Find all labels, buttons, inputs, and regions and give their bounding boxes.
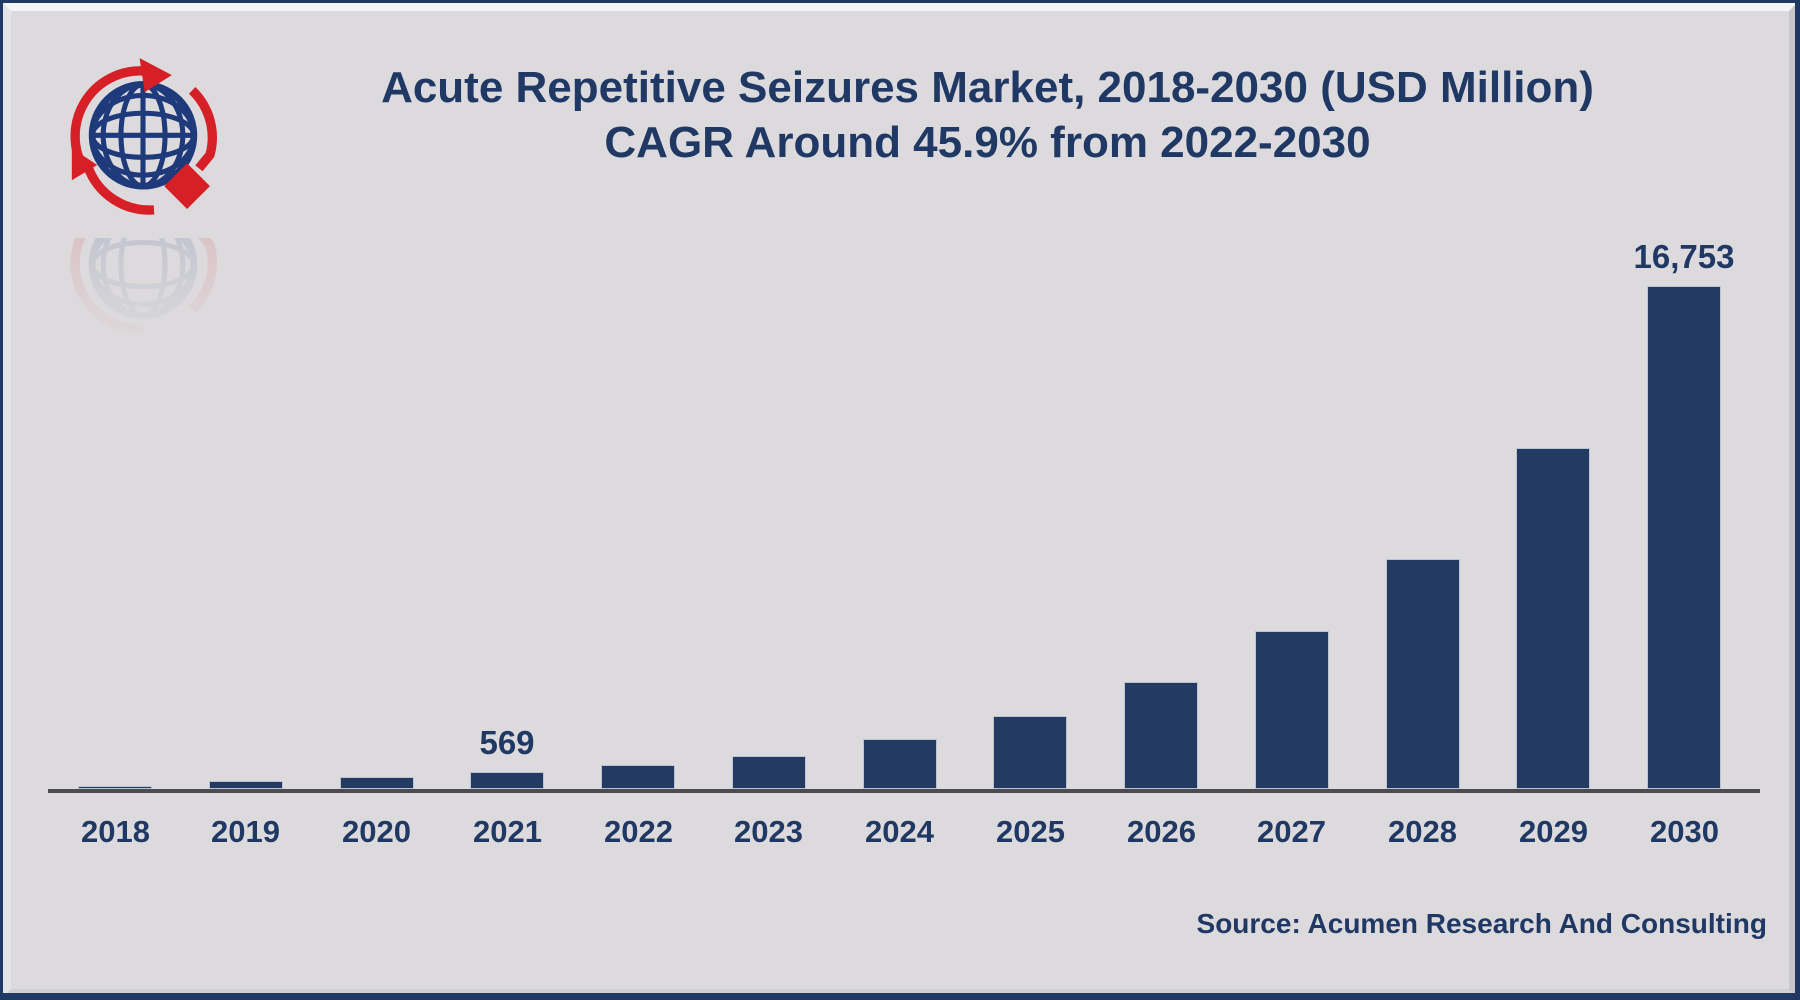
bar-2022 <box>601 765 675 789</box>
source-note: Source: Acumen Research And Consulting <box>1196 908 1767 939</box>
bar-2029 <box>1516 448 1590 789</box>
logo-reflection <box>58 238 228 358</box>
x-tick-2019: 2019 <box>211 814 280 849</box>
x-tick-2025: 2025 <box>996 814 1065 849</box>
logo-arrowheads <box>71 58 172 181</box>
chart-title-line1: Acute Repetitive Seizures Market, 2018-2… <box>381 63 1594 112</box>
x-tick-2023: 2023 <box>734 814 803 849</box>
x-tick-2020: 2020 <box>342 814 411 849</box>
bar-2020 <box>340 777 414 789</box>
x-tick-2027: 2027 <box>1257 814 1326 849</box>
x-tick-2021: 2021 <box>473 814 542 849</box>
value-label-2021: 569 <box>479 724 535 761</box>
bar-2028 <box>1386 559 1460 789</box>
bar-2019 <box>209 781 283 789</box>
chart-title: Acute Repetitive Seizures Market, 2018-2… <box>245 60 1730 171</box>
value-label-2030: 16,753 <box>1633 238 1735 275</box>
bar-2021 <box>470 772 544 789</box>
chart-title-line2: CAGR Around 45.9% from 2022-2030 <box>604 118 1371 168</box>
acumen-globe-logo <box>58 48 228 226</box>
x-tick-2024: 2024 <box>865 814 934 849</box>
x-axis-line <box>48 789 1760 793</box>
x-tick-2022: 2022 <box>604 814 673 849</box>
bar-2024 <box>863 739 937 789</box>
x-tick-2026: 2026 <box>1127 814 1196 849</box>
bar-2025 <box>993 716 1067 789</box>
bar-2026 <box>1124 682 1198 789</box>
x-tick-2029: 2029 <box>1519 814 1588 849</box>
globe-icon <box>70 58 217 215</box>
bar-2030 <box>1647 286 1721 789</box>
logo-orbit-arrows <box>70 66 217 215</box>
bar-2027 <box>1255 631 1329 789</box>
bar-2023 <box>732 756 806 789</box>
x-tick-2030: 2030 <box>1650 814 1719 849</box>
bar-2018 <box>78 786 152 789</box>
x-tick-2018: 2018 <box>81 814 150 849</box>
x-tick-2028: 2028 <box>1388 814 1457 849</box>
